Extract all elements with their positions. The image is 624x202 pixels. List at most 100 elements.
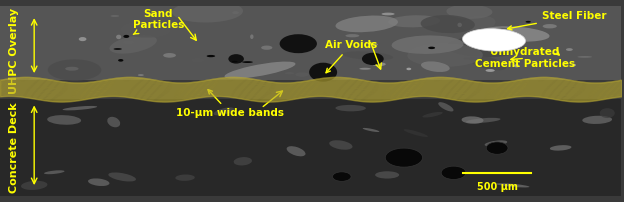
- Ellipse shape: [525, 21, 531, 23]
- Ellipse shape: [242, 61, 253, 63]
- Ellipse shape: [280, 34, 317, 53]
- Ellipse shape: [192, 58, 204, 62]
- Ellipse shape: [466, 118, 500, 123]
- Ellipse shape: [462, 29, 525, 51]
- Ellipse shape: [509, 56, 548, 65]
- Ellipse shape: [118, 59, 124, 62]
- Ellipse shape: [79, 37, 87, 41]
- Ellipse shape: [163, 53, 176, 58]
- Ellipse shape: [110, 15, 119, 17]
- Ellipse shape: [343, 51, 393, 60]
- Ellipse shape: [309, 63, 337, 82]
- Ellipse shape: [388, 15, 440, 27]
- Ellipse shape: [346, 34, 359, 37]
- Ellipse shape: [109, 173, 136, 181]
- Ellipse shape: [250, 34, 253, 39]
- Ellipse shape: [336, 16, 398, 32]
- Ellipse shape: [109, 35, 157, 54]
- Ellipse shape: [207, 55, 215, 57]
- Ellipse shape: [485, 69, 495, 72]
- Ellipse shape: [138, 74, 144, 76]
- Ellipse shape: [228, 54, 244, 64]
- Ellipse shape: [47, 115, 81, 125]
- Ellipse shape: [441, 166, 466, 179]
- Ellipse shape: [462, 116, 484, 124]
- Ellipse shape: [446, 4, 492, 19]
- Ellipse shape: [463, 58, 478, 59]
- Ellipse shape: [486, 142, 508, 154]
- Text: Sand
Particles: Sand Particles: [133, 8, 184, 34]
- Ellipse shape: [422, 112, 443, 118]
- Ellipse shape: [295, 72, 309, 77]
- Ellipse shape: [495, 28, 508, 29]
- Ellipse shape: [566, 48, 573, 51]
- Ellipse shape: [392, 36, 464, 54]
- Ellipse shape: [600, 108, 615, 118]
- Ellipse shape: [375, 171, 399, 179]
- Text: Air Voids: Air Voids: [325, 40, 378, 73]
- Ellipse shape: [359, 68, 371, 70]
- Ellipse shape: [123, 41, 135, 44]
- Text: Unhydrated
Cement Particles: Unhydrated Cement Particles: [475, 47, 575, 69]
- Ellipse shape: [371, 43, 378, 46]
- Text: 10-μm wide bands: 10-μm wide bands: [176, 90, 284, 118]
- Ellipse shape: [550, 145, 572, 151]
- Text: 500 μm: 500 μm: [477, 182, 517, 192]
- Text: Concrete Deck: Concrete Deck: [9, 103, 19, 194]
- Ellipse shape: [48, 59, 101, 81]
- Ellipse shape: [175, 175, 195, 181]
- Ellipse shape: [65, 67, 79, 71]
- Ellipse shape: [116, 35, 121, 39]
- Ellipse shape: [461, 16, 495, 32]
- Ellipse shape: [372, 62, 386, 66]
- Ellipse shape: [362, 53, 384, 65]
- Text: UHPC Overlay: UHPC Overlay: [9, 8, 19, 94]
- Ellipse shape: [407, 44, 483, 67]
- Ellipse shape: [336, 105, 366, 111]
- Bar: [0, 6, 622, 80]
- Bar: [0, 99, 622, 196]
- Ellipse shape: [363, 128, 379, 132]
- Ellipse shape: [446, 36, 524, 57]
- Ellipse shape: [457, 23, 462, 27]
- Ellipse shape: [404, 129, 428, 137]
- Ellipse shape: [496, 183, 529, 187]
- Ellipse shape: [485, 140, 507, 146]
- Ellipse shape: [543, 24, 557, 28]
- Ellipse shape: [480, 26, 550, 42]
- Ellipse shape: [582, 116, 612, 124]
- Ellipse shape: [469, 56, 507, 70]
- Ellipse shape: [406, 68, 411, 70]
- Ellipse shape: [225, 62, 296, 79]
- Ellipse shape: [572, 64, 576, 66]
- Text: Steel Fiber: Steel Fiber: [507, 12, 607, 30]
- Ellipse shape: [88, 178, 109, 186]
- Ellipse shape: [329, 140, 353, 150]
- Ellipse shape: [21, 181, 47, 190]
- Ellipse shape: [229, 23, 241, 26]
- Ellipse shape: [438, 102, 454, 112]
- Ellipse shape: [421, 61, 450, 72]
- Ellipse shape: [107, 117, 120, 127]
- Ellipse shape: [385, 148, 422, 167]
- Ellipse shape: [172, 1, 243, 22]
- Ellipse shape: [124, 35, 129, 38]
- Ellipse shape: [285, 72, 294, 74]
- Ellipse shape: [421, 15, 475, 33]
- Ellipse shape: [62, 106, 97, 110]
- Ellipse shape: [261, 46, 272, 50]
- Ellipse shape: [333, 172, 351, 181]
- Ellipse shape: [232, 11, 239, 14]
- Ellipse shape: [577, 56, 592, 57]
- Ellipse shape: [428, 47, 435, 49]
- Ellipse shape: [213, 107, 234, 115]
- Ellipse shape: [114, 48, 122, 50]
- Ellipse shape: [286, 146, 306, 156]
- Ellipse shape: [44, 170, 64, 174]
- Ellipse shape: [233, 157, 252, 165]
- Ellipse shape: [514, 64, 519, 67]
- Ellipse shape: [381, 13, 394, 15]
- Ellipse shape: [232, 61, 238, 62]
- Ellipse shape: [293, 33, 304, 36]
- Ellipse shape: [121, 22, 170, 38]
